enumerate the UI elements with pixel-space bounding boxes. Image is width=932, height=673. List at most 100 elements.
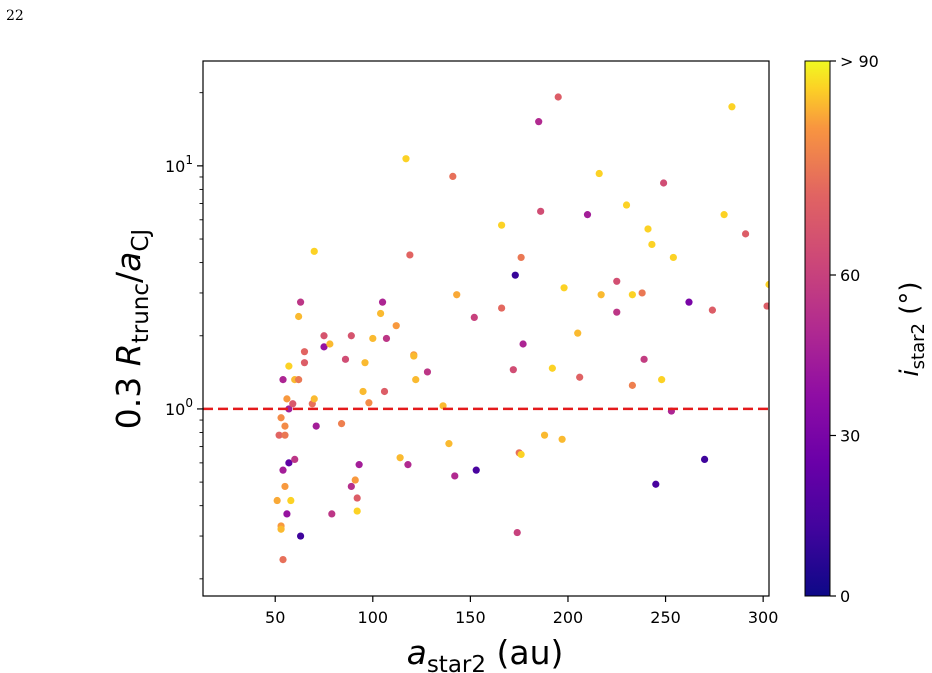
data-point	[295, 376, 303, 384]
data-point	[347, 482, 355, 491]
data-point	[640, 355, 648, 363]
data-point	[648, 240, 656, 249]
data-point	[347, 332, 355, 340]
data-point	[613, 277, 621, 285]
data-point	[498, 304, 506, 312]
data-point	[423, 368, 432, 376]
x-tick-label: 50	[265, 608, 285, 627]
data-point	[279, 466, 287, 474]
data-point	[628, 381, 636, 389]
data-point	[312, 422, 320, 430]
data-point	[410, 352, 418, 360]
data-point	[361, 359, 369, 367]
data-point	[583, 211, 592, 219]
x-tick-label: 100	[358, 608, 389, 627]
x-tick-label: 150	[455, 608, 486, 627]
x-axis-label: astar2 (au)	[407, 633, 564, 673]
data-point	[355, 461, 363, 469]
data-point	[310, 395, 318, 403]
data-point	[353, 494, 361, 502]
data-point	[396, 454, 404, 462]
colorbar-axis: 0 30 60 > 90	[830, 52, 879, 606]
data-point	[763, 302, 769, 310]
data-point	[669, 253, 677, 262]
data-point	[537, 207, 545, 215]
data-point	[402, 155, 410, 163]
data-point	[765, 280, 769, 289]
data-point	[404, 461, 412, 469]
data-point	[326, 340, 334, 348]
data-point	[513, 528, 521, 537]
data-point	[470, 313, 478, 321]
data-point	[296, 298, 305, 306]
data-point	[285, 362, 293, 370]
data-point	[548, 364, 556, 372]
data-point	[472, 466, 480, 474]
data-point	[708, 306, 717, 314]
data-point	[377, 309, 385, 318]
data-point	[558, 435, 566, 443]
data-point	[509, 366, 517, 374]
data-point	[392, 322, 400, 330]
data-point	[638, 289, 646, 297]
data-point	[378, 298, 387, 306]
data-point	[300, 348, 309, 356]
colorbar-label: istar2 (°)	[895, 281, 929, 376]
data-point	[511, 271, 519, 279]
data-point	[560, 284, 568, 292]
colorbar-tick-label: 60	[840, 266, 860, 285]
data-point	[720, 211, 728, 219]
data-point	[359, 387, 367, 396]
data-point	[451, 472, 459, 480]
data-point	[519, 340, 527, 348]
plot-frame	[202, 60, 770, 597]
data-point	[351, 476, 359, 484]
data-point	[289, 400, 297, 408]
data-point	[597, 291, 605, 299]
data-point	[310, 247, 318, 255]
data-point	[296, 532, 305, 540]
data-point	[622, 201, 631, 209]
data-point	[535, 118, 543, 126]
colorbar-tick-label: 30	[840, 427, 860, 446]
data-point	[439, 402, 447, 410]
data-point	[517, 253, 525, 262]
data-point	[574, 329, 582, 337]
data-point	[652, 480, 660, 488]
data-point	[595, 169, 603, 178]
x-axis: 50 100 150 200 250 300	[265, 596, 778, 627]
data-point	[628, 291, 636, 299]
data-point	[328, 510, 336, 518]
data-point	[320, 343, 328, 351]
data-point	[273, 496, 281, 505]
data-point	[700, 455, 709, 464]
data-point	[285, 405, 293, 413]
data-point	[300, 359, 309, 367]
data-points	[273, 93, 769, 564]
data-point	[341, 355, 350, 363]
data-point	[613, 308, 621, 316]
colorbar	[804, 60, 831, 597]
data-point	[279, 555, 287, 564]
data-point	[320, 332, 328, 340]
data-point	[453, 291, 461, 299]
data-point	[554, 93, 562, 101]
y-tick-label: 101	[165, 153, 193, 176]
data-point	[576, 373, 584, 381]
colorbar-tick-label: > 90	[840, 52, 879, 71]
data-point	[337, 420, 346, 428]
y-axis: 100 101	[165, 92, 203, 580]
data-point	[291, 455, 299, 464]
data-point	[685, 298, 693, 306]
data-point	[281, 482, 289, 491]
x-tick-label: 300	[748, 608, 779, 627]
page-number: 22	[6, 8, 24, 24]
data-point	[281, 422, 289, 430]
data-point	[380, 387, 389, 396]
data-point	[445, 440, 453, 448]
data-point	[281, 431, 289, 439]
data-point	[283, 510, 291, 518]
x-tick-label: 250	[650, 608, 681, 627]
data-point	[275, 431, 283, 439]
